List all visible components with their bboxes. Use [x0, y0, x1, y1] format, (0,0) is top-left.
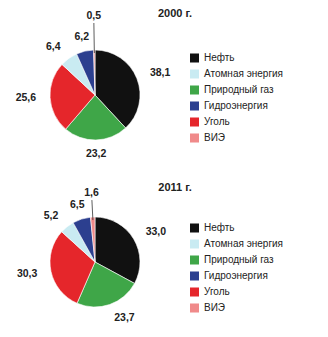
- legend-label: Уголь: [204, 286, 230, 297]
- legend-label: Уголь: [204, 116, 230, 127]
- legend-swatch: [190, 272, 199, 281]
- legend-label: Гидроэнергия: [204, 270, 268, 281]
- data-label: 6,2: [74, 30, 89, 42]
- data-label: 25,6: [16, 91, 37, 103]
- data-label: 38,1: [150, 66, 171, 78]
- legend: Нефть Атомная энергия Природный газ Гидроэн…: [190, 222, 283, 313]
- data-label: 30,3: [17, 267, 38, 279]
- legend-label: Природный газ: [204, 254, 274, 265]
- legend-label: Нефть: [204, 222, 235, 233]
- data-label: 6,4: [46, 40, 61, 52]
- data-label: 6,5: [70, 198, 85, 210]
- legend-swatch: [190, 118, 199, 127]
- legend-label: Нефть: [204, 52, 235, 63]
- legend-label: ВИЭ: [204, 132, 225, 143]
- legend-swatch: [190, 54, 199, 63]
- legend-swatch: [190, 70, 199, 79]
- pie-chart: 2011 г. 33,0 23,7 30,3 5,2 6,51,6 Нефть Атомная…: [17, 181, 283, 323]
- slices: [50, 217, 140, 307]
- data-label: 23,7: [114, 311, 135, 323]
- leader-line: [93, 23, 94, 53]
- data-labels: 38,1 23,2 25,6 6,4 6,2 0,5: [16, 9, 171, 159]
- data-labels: 33,0 23,7 30,3 5,2 6,51,6: [17, 186, 166, 323]
- legend-swatch: [190, 288, 199, 297]
- chart-title: 2000 г.: [158, 7, 192, 19]
- legend-swatch: [190, 240, 199, 249]
- data-label: 23,2: [86, 147, 107, 159]
- legend-label: Гидроэнергия: [204, 100, 268, 111]
- legend-swatch: [190, 224, 199, 233]
- data-label: 5,2: [44, 209, 59, 221]
- leader-line: [92, 200, 93, 220]
- slices: [50, 50, 140, 140]
- legend-swatch: [190, 134, 199, 143]
- pie-slice: [73, 217, 95, 262]
- chart-title: 2011 г.: [158, 181, 191, 193]
- legend-label: ВИЭ: [204, 302, 225, 313]
- pie-slice: [94, 50, 95, 95]
- data-label: 0,5: [86, 9, 101, 21]
- legend-label: Атомная энергия: [204, 68, 283, 79]
- pie-slice: [90, 217, 95, 262]
- data-label: 1,6: [84, 186, 99, 198]
- legend-swatch: [190, 256, 199, 265]
- legend-swatch: [190, 102, 199, 111]
- legend-label: Природный газ: [204, 84, 274, 95]
- legend-swatch: [190, 304, 199, 313]
- legend-swatch: [190, 86, 199, 95]
- pie-slice: [77, 50, 95, 95]
- pie-chart: 2000 г. 38,1 23,2 25,6 6,4 6,2 0,5 Нефть Атомная…: [16, 7, 283, 159]
- legend-label: Атомная энергия: [204, 238, 283, 249]
- chart-root: 2000 г. 38,1 23,2 25,6 6,4 6,2 0,5 Нефть Атомная…: [0, 0, 328, 337]
- legend: Нефть Атомная энергия Природный газ Гидроэн…: [190, 52, 283, 143]
- data-label: 33,0: [146, 225, 167, 237]
